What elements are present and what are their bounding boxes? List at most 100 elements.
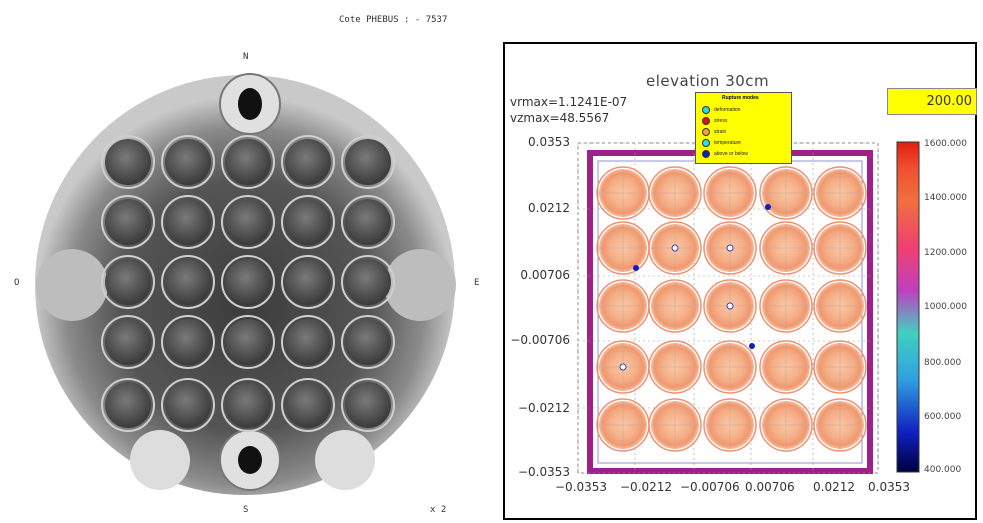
rod-cladding <box>341 255 395 309</box>
rod-pellet <box>225 259 271 305</box>
rod-pellet <box>165 382 211 428</box>
colorbar-tick: 1200.000 <box>924 248 967 258</box>
rod-pellet <box>105 382 151 428</box>
rupture-markers <box>619 204 771 371</box>
legend-label: strain <box>714 129 727 135</box>
rod-cladding <box>101 135 155 189</box>
colorbar-tick: 1600.000 <box>924 139 967 149</box>
rod-cladding <box>281 195 335 249</box>
simulated-cladding <box>759 340 813 394</box>
rod-pellet <box>285 139 331 185</box>
legend-item-stress: stress <box>702 117 727 125</box>
rod-cladding <box>161 255 215 309</box>
rod-cladding <box>341 315 395 369</box>
legend-swatch <box>702 106 710 114</box>
bottom-right-plug <box>315 430 375 490</box>
rod-cladding <box>221 255 275 309</box>
simulated-cladding <box>703 221 757 275</box>
compass-north: N <box>243 52 249 62</box>
colorbar-tick: 1400.000 <box>924 193 967 203</box>
rod-cladding <box>341 378 395 432</box>
rod-pellet <box>285 319 331 365</box>
colorbar-tick: 1000.000 <box>924 302 967 312</box>
above-below-marker <box>633 265 639 271</box>
rod-pellet <box>165 199 211 245</box>
legend-swatch <box>702 139 710 147</box>
x-tick: −0.0353 <box>555 480 608 494</box>
legend-item-above-below: above or below <box>702 150 748 158</box>
rod-cladding <box>101 255 155 309</box>
plot-title: elevation 30cm <box>646 72 770 90</box>
legend-label: above or below <box>714 151 748 157</box>
rod-cladding <box>101 378 155 432</box>
simulated-cladding <box>648 398 702 452</box>
simulated-cladding <box>703 340 757 394</box>
rod-cladding <box>221 378 275 432</box>
fuel-rod-grid <box>101 135 395 432</box>
y-tick: −0.0353 <box>517 465 570 479</box>
y-tick: 0.00706 <box>520 268 570 282</box>
photo-panel: Cote PHEBUS : - 7537 N S E O x 2 <box>14 15 480 515</box>
rod-pellet <box>165 259 211 305</box>
simulated-cladding <box>759 221 813 275</box>
rod-pellet <box>225 199 271 245</box>
rod-cladding <box>341 195 395 249</box>
rod-cladding <box>161 378 215 432</box>
above-below-marker <box>749 343 755 349</box>
vrmax-readout: vrmax=1.1241E-07 <box>510 95 628 109</box>
x-tick: 0.00706 <box>745 480 795 494</box>
rod-pellet <box>105 319 151 365</box>
west-plug <box>36 249 108 321</box>
legend-swatch <box>702 117 710 125</box>
rod-pellet <box>345 259 391 305</box>
vzmax-readout: vzmax=48.5567 <box>510 111 610 125</box>
above-below-marker <box>765 204 771 210</box>
simulated-cladding <box>813 221 867 275</box>
simulated-cladding <box>703 398 757 452</box>
simulated-cladding <box>813 279 867 333</box>
rod-pellet <box>285 382 331 428</box>
rod-cladding <box>101 195 155 249</box>
simulated-cladding <box>759 398 813 452</box>
center-marker <box>726 244 734 252</box>
compass-south: S <box>243 505 249 515</box>
simulated-cladding <box>759 166 813 220</box>
legend-label: temperature <box>714 140 741 146</box>
legend-item-strain: strain <box>702 128 726 136</box>
colorbar-tick: 800.000 <box>924 358 962 368</box>
rod-cladding <box>161 315 215 369</box>
photo-caption: Cote PHEBUS : - 7537 <box>339 15 448 25</box>
x-tick: 0.0212 <box>813 480 855 494</box>
y-tick: −0.0212 <box>517 401 570 415</box>
x-tick: 0.0353 <box>868 480 910 494</box>
colorbar-tick: 600.000 <box>924 412 962 422</box>
rod-pellet <box>225 382 271 428</box>
rod-cladding <box>341 135 395 189</box>
rod-pellet <box>345 382 391 428</box>
rod-cladding <box>161 195 215 249</box>
rod-cladding <box>281 135 335 189</box>
colorbar-tick: 400.000 <box>924 465 962 475</box>
rod-cladding <box>221 135 275 189</box>
rod-pellet <box>345 319 391 365</box>
time-readout: 200.00 <box>887 88 977 115</box>
north-hole-center <box>238 88 262 120</box>
rod-cladding <box>161 135 215 189</box>
rod-cladding <box>281 315 335 369</box>
simulated-cladding <box>703 166 757 220</box>
rod-pellet <box>105 139 151 185</box>
rod-cladding <box>221 195 275 249</box>
rod-cladding <box>281 378 335 432</box>
simulated-rod-grid <box>596 166 867 452</box>
temperature-colorbar <box>896 141 920 473</box>
simulated-cladding <box>648 279 702 333</box>
rod-pellet <box>165 139 211 185</box>
simulated-cladding <box>759 279 813 333</box>
legend-label: stress <box>714 118 728 124</box>
compass-east: E <box>474 278 480 288</box>
rod-pellet <box>345 139 391 185</box>
simulated-cladding <box>813 398 867 452</box>
rod-pellet <box>105 199 151 245</box>
legend-label: deformation <box>714 107 741 113</box>
east-plug <box>384 249 456 321</box>
